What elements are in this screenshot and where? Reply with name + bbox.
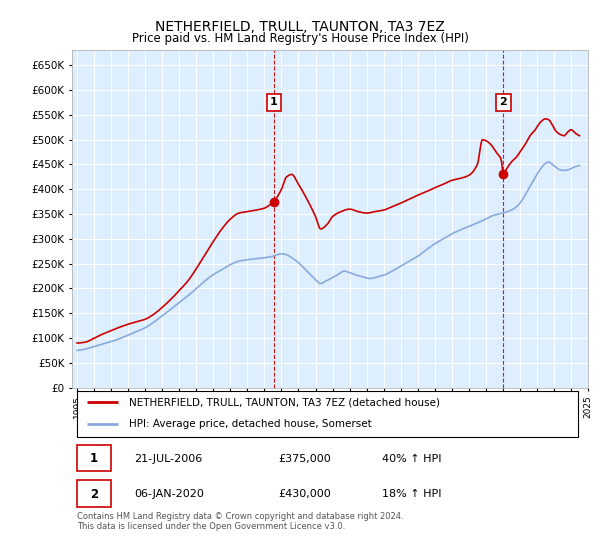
Text: 2: 2 [90, 488, 98, 501]
Text: HPI: Average price, detached house, Somerset: HPI: Average price, detached house, Some… [129, 419, 371, 429]
Text: 18% ↑ HPI: 18% ↑ HPI [382, 489, 441, 500]
Text: 2: 2 [499, 97, 507, 108]
FancyBboxPatch shape [77, 480, 110, 507]
FancyBboxPatch shape [77, 445, 110, 472]
Text: Price paid vs. HM Land Registry's House Price Index (HPI): Price paid vs. HM Land Registry's House … [131, 32, 469, 45]
Text: 06-JAN-2020: 06-JAN-2020 [134, 489, 204, 500]
Text: Contains HM Land Registry data © Crown copyright and database right 2024.
This d: Contains HM Land Registry data © Crown c… [77, 512, 404, 531]
Text: 40% ↑ HPI: 40% ↑ HPI [382, 454, 441, 464]
Text: 1: 1 [270, 97, 278, 108]
Text: 21-JUL-2006: 21-JUL-2006 [134, 454, 202, 464]
Text: NETHERFIELD, TRULL, TAUNTON, TA3 7EZ (detached house): NETHERFIELD, TRULL, TAUNTON, TA3 7EZ (de… [129, 397, 440, 407]
FancyBboxPatch shape [77, 391, 578, 437]
Text: £430,000: £430,000 [278, 489, 331, 500]
Text: £375,000: £375,000 [278, 454, 331, 464]
Text: NETHERFIELD, TRULL, TAUNTON, TA3 7EZ: NETHERFIELD, TRULL, TAUNTON, TA3 7EZ [155, 20, 445, 34]
Text: 1: 1 [90, 452, 98, 465]
